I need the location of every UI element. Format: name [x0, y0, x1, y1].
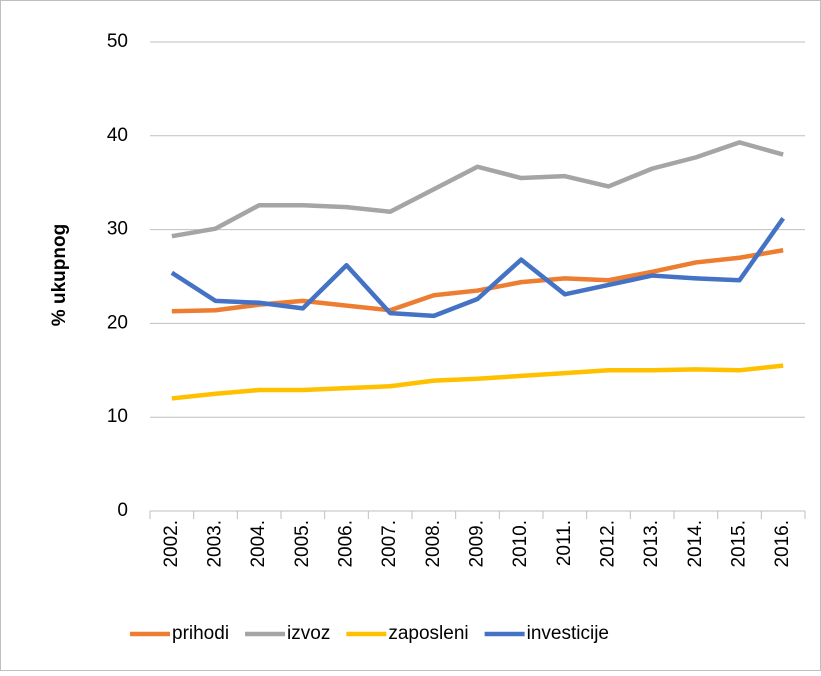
- y-tick-label: 10: [107, 406, 128, 427]
- x-tick-label: 2008.: [423, 520, 444, 568]
- y-tick-label: 40: [107, 125, 128, 146]
- y-tick-label: 20: [107, 312, 128, 333]
- legend-label: prihodi: [172, 623, 229, 644]
- x-tick-label: 2014.: [685, 520, 706, 568]
- y-tick-label: 0: [117, 500, 128, 521]
- legend-label: zaposleni: [388, 623, 468, 644]
- x-tick-label: 2012.: [598, 520, 619, 568]
- x-tick-label: 2016.: [772, 520, 793, 568]
- series-line: [170, 217, 786, 319]
- y-axis-label: % ukupnog: [49, 224, 70, 326]
- legend-label: investicije: [527, 623, 609, 644]
- legend-label: izvoz: [287, 623, 330, 644]
- x-tick-label: 2009.: [467, 520, 488, 568]
- x-tick-label: 2015.: [729, 520, 750, 568]
- y-tick-label: 50: [107, 31, 128, 52]
- x-tick-label: 2006.: [336, 520, 357, 568]
- x-tick-label: 2005.: [292, 520, 313, 568]
- x-tick-label: 2004.: [248, 520, 269, 568]
- series-line: [171, 140, 784, 239]
- series-line: [171, 363, 784, 401]
- y-tick-label: 30: [107, 219, 128, 240]
- x-tick-label: 2002.: [161, 520, 182, 568]
- x-tick-label: 2010.: [510, 520, 531, 568]
- x-tick-label: 2011.: [554, 520, 575, 566]
- x-tick-label: 2007.: [379, 520, 400, 568]
- x-tick-label: 2013.: [641, 520, 662, 568]
- x-tick-label: 2003.: [205, 520, 226, 568]
